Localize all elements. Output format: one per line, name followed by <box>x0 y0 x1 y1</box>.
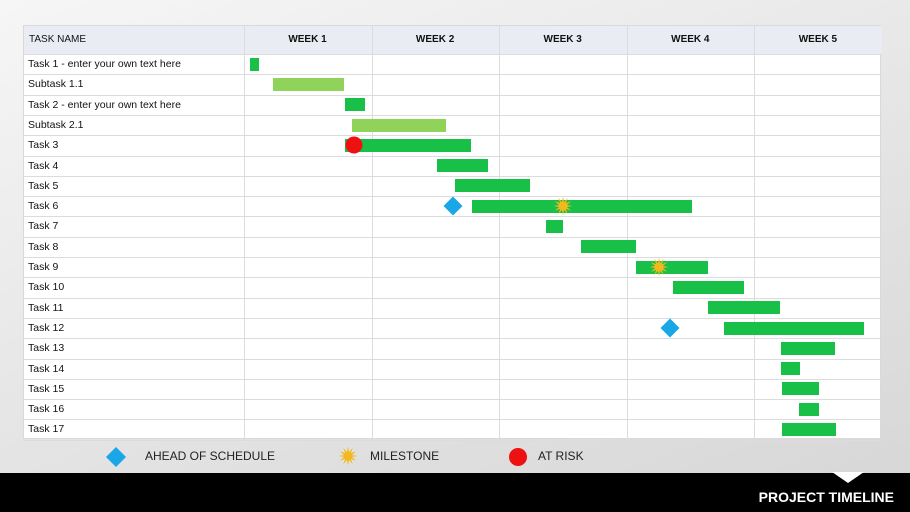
task-name: Task 8 <box>28 240 59 253</box>
task-bar[interactable] <box>344 138 472 152</box>
row-divider <box>24 95 882 96</box>
week-header: WEEK 4 <box>671 34 710 45</box>
legend-milestone-label: MILESTONE <box>370 449 440 463</box>
column-divider <box>754 26 755 440</box>
row-divider <box>24 74 882 75</box>
legend-at-risk-label: AT RISK <box>538 449 584 463</box>
header-row <box>24 26 882 54</box>
task-bar[interactable] <box>672 280 745 294</box>
task-name: Task 15 <box>28 382 65 395</box>
footer-notch <box>832 472 864 483</box>
task-name: Task 12 <box>28 321 65 334</box>
row-divider <box>24 277 882 278</box>
task-name: Task 10 <box>28 281 65 294</box>
row-divider <box>24 298 882 299</box>
task-bar[interactable] <box>250 57 260 71</box>
task-name: Task 9 <box>28 261 59 273</box>
task-bar[interactable] <box>799 402 820 416</box>
row-divider <box>24 440 882 441</box>
task-name-header: TASK NAME <box>29 34 87 45</box>
task-bar[interactable] <box>723 321 865 335</box>
row-divider <box>24 216 882 217</box>
row-divider <box>24 338 882 339</box>
week-header: WEEK 3 <box>543 34 582 45</box>
ahead-of-schedule-diamond-icon <box>106 447 126 467</box>
task-name: Task 11 <box>28 301 64 314</box>
task-name: Task 1 - enter your own text here <box>28 58 181 70</box>
task-bar[interactable] <box>635 260 709 274</box>
at-risk-circle-icon <box>509 448 527 466</box>
task-name: Task 14 <box>28 362 65 375</box>
ahead-of-schedule-diamond-icon <box>660 318 680 338</box>
row-divider <box>24 176 882 177</box>
row-divider <box>24 399 882 400</box>
task-name: Task 2 - enter your own text here <box>28 98 181 111</box>
task-bar[interactable] <box>580 240 636 254</box>
gantt-chart: TASK NAME WEEK 1 WEEK 2 WEEK 3 WEEK 4 WEEK 5… <box>23 25 882 441</box>
row-divider <box>24 156 882 157</box>
task-name: Task 5 <box>28 179 59 192</box>
column-divider <box>244 26 245 440</box>
task-name: Task 3 <box>28 139 59 152</box>
task-name: Task 13 <box>28 342 65 355</box>
row-divider <box>24 196 882 197</box>
task-bar[interactable] <box>454 179 530 193</box>
column-divider <box>499 26 500 440</box>
task-bar[interactable] <box>546 220 563 234</box>
row-divider <box>24 115 882 116</box>
legend-ahead-label: AHEAD OF SCHEDULE <box>145 449 276 463</box>
task-name: Task 6 <box>28 200 59 213</box>
at-risk-circle-icon <box>345 136 363 154</box>
task-bar[interactable] <box>782 423 837 437</box>
task-bar[interactable] <box>708 301 780 315</box>
task-bar[interactable] <box>781 362 801 376</box>
row-divider <box>24 54 882 55</box>
row-divider <box>24 237 882 238</box>
row-divider <box>24 419 882 420</box>
column-divider <box>627 26 628 440</box>
task-name: Subtask 2.1 <box>28 118 84 131</box>
row-divider <box>24 135 882 136</box>
subtask-bar[interactable] <box>273 77 344 91</box>
task-bar[interactable] <box>782 382 820 396</box>
task-name: Task 4 <box>28 159 59 172</box>
task-bar[interactable] <box>436 159 488 173</box>
row-divider <box>24 359 882 360</box>
task-bar[interactable] <box>472 199 692 213</box>
task-bar[interactable] <box>344 98 366 112</box>
ahead-of-schedule-diamond-icon <box>443 196 463 216</box>
milestone-star-icon <box>649 257 669 277</box>
milestone-star-icon <box>338 446 358 466</box>
task-name: Task 7 <box>28 220 59 233</box>
task-name: Subtask 1.1 <box>28 78 84 91</box>
task-name: Task 17 <box>28 423 65 436</box>
legend: AHEAD OF SCHEDULE MILESTONE AT RISK <box>0 440 910 472</box>
week-header: WEEK 1 <box>288 34 327 45</box>
footer-bar: PROJECT TIMELINE <box>0 472 910 512</box>
milestone-star-icon <box>553 196 573 216</box>
task-bar[interactable] <box>781 341 835 355</box>
week-header: WEEK 2 <box>415 34 455 45</box>
column-divider <box>372 26 373 440</box>
row-divider <box>24 257 882 258</box>
subtask-bar[interactable] <box>352 118 446 132</box>
week-header: WEEK 5 <box>798 34 838 45</box>
task-name: Task 16 <box>28 403 65 416</box>
footer-title: PROJECT TIMELINE <box>758 489 894 505</box>
row-divider <box>24 379 882 380</box>
row-divider <box>24 318 882 319</box>
